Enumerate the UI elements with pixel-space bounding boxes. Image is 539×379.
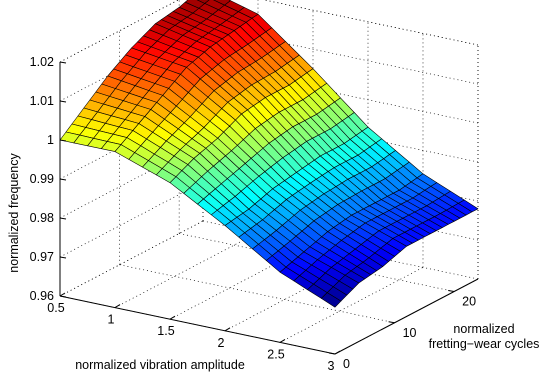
- box-edge: [262, 0, 479, 46]
- z-tick: [59, 100, 67, 103]
- z-tick: [59, 256, 67, 259]
- z-tick-label: 0.96: [30, 289, 54, 303]
- tick-labels: 0.96 0.97 0.98 0.99 1 1.01 1.02 0.5 1 1.5 2 2.5 3 0 10…: [30, 55, 476, 373]
- x-tick-label: 2: [218, 336, 225, 350]
- x-tick: [279, 338, 286, 343]
- y-tick: [328, 352, 336, 355]
- grid-line: [59, 181, 204, 258]
- x-tick-label: 1.5: [157, 324, 174, 338]
- x-tick-label: 0.5: [47, 301, 64, 315]
- z-tick: [59, 61, 67, 64]
- y-tick: [388, 321, 395, 324]
- x-tick: [334, 350, 341, 355]
- grid-line: [114, 232, 259, 308]
- grid-line: [59, 220, 204, 297]
- z-tick-label: 1.01: [30, 94, 54, 108]
- x-tick: [114, 304, 121, 309]
- x-tick: [59, 292, 66, 297]
- z-tick: [59, 217, 67, 220]
- x-tick: [169, 315, 176, 320]
- y-tick-label: 10: [403, 326, 417, 340]
- x-tick-label: 1: [108, 313, 115, 327]
- z-tick: [59, 139, 67, 142]
- x-tick-label: 2.5: [267, 347, 284, 361]
- grid-line: [279, 267, 424, 343]
- grid-line: [169, 243, 314, 320]
- grid-line: [59, 142, 204, 219]
- grid-line: [202, 25, 479, 85]
- grid-line: [119, 264, 395, 324]
- surface-mesh: [59, 0, 479, 308]
- z-tick-label: 1: [47, 133, 54, 147]
- grid-line: [224, 255, 369, 332]
- axes: [59, 61, 479, 355]
- z-tick-label: 0.98: [30, 211, 54, 225]
- y-tick-label: 0: [343, 357, 350, 371]
- z-tick-label: 1.02: [30, 55, 54, 69]
- z-tick: [59, 178, 67, 181]
- z-tick-label: 0.99: [30, 172, 54, 186]
- y-axis-label: normalized fretting−wear cycles: [429, 322, 539, 351]
- x-axis-label: normalized vibration amplitude: [75, 358, 245, 372]
- x-tick: [224, 327, 231, 332]
- y-tick-label: 20: [462, 295, 476, 309]
- grid-line: [202, 64, 479, 124]
- surface-patch: [320, 292, 342, 308]
- z-axis-label: normalized frequency: [7, 153, 21, 273]
- x-tick-label: 3: [328, 359, 335, 373]
- x-axis-line: [59, 295, 336, 355]
- y-tick: [448, 290, 455, 292]
- box-edge: [59, 0, 179, 63]
- z-tick-label: 0.97: [30, 250, 54, 264]
- z-tick: [59, 295, 67, 298]
